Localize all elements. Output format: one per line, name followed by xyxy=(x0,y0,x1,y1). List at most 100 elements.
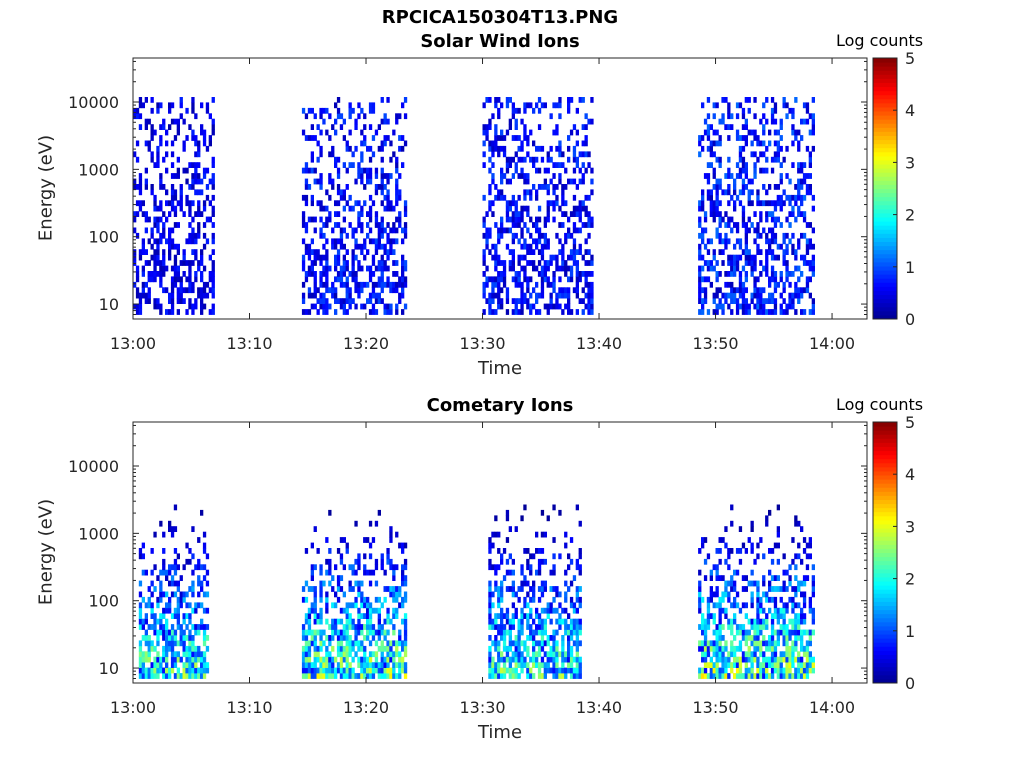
spectrogram-cell xyxy=(727,113,731,120)
spectrogram-cell xyxy=(170,205,175,212)
colorbar-tick-label: 3 xyxy=(905,517,915,536)
spectrogram-cell xyxy=(788,211,792,217)
spectrogram-cell xyxy=(165,591,169,598)
spectrogram-cell xyxy=(575,249,579,255)
spectrogram-cell xyxy=(363,662,367,668)
spectrogram-cell xyxy=(546,184,550,190)
spectrogram-cell xyxy=(170,656,175,663)
spectrogram-cell xyxy=(170,613,175,619)
spectrogram-cell xyxy=(185,178,189,185)
spectrogram-cell xyxy=(770,249,775,255)
spectrogram-cell xyxy=(497,287,501,294)
spectrogram-cell xyxy=(485,129,489,136)
spectrogram-cell xyxy=(569,271,574,277)
spectrogram-cell xyxy=(811,580,815,587)
spectrogram-cell xyxy=(188,184,192,190)
spectrogram-cell xyxy=(741,167,746,174)
spectrogram-cell xyxy=(797,602,801,609)
spectrogram-cell xyxy=(782,102,786,109)
spectrogram-cell xyxy=(488,167,492,174)
spectrogram-cell xyxy=(494,662,498,668)
spectrogram-cell xyxy=(208,276,212,283)
spectrogram-cell xyxy=(782,624,786,630)
spectrogram-cell xyxy=(701,645,705,652)
spectrogram-cell xyxy=(735,238,740,245)
spectrogram-cell xyxy=(770,586,775,592)
spectrogram-cell xyxy=(168,645,172,652)
spectrogram-cell xyxy=(156,602,160,609)
spectrogram-cell xyxy=(540,640,545,647)
spectrogram-cell xyxy=(208,140,212,147)
spectrogram-cell xyxy=(494,265,498,272)
spectrogram-cell xyxy=(540,531,545,538)
spectrogram-cell xyxy=(357,673,361,679)
spectrogram-cell xyxy=(377,509,381,516)
spectrogram-cell xyxy=(540,249,545,255)
colorbar-tick-label: 2 xyxy=(905,206,915,225)
spectrogram-cell xyxy=(153,673,157,679)
spectrogram-cell xyxy=(301,107,306,114)
spectrogram-cell xyxy=(500,102,504,109)
spectrogram-cell xyxy=(779,173,783,179)
colorbar-segment xyxy=(873,282,897,287)
spectrogram-cell xyxy=(133,178,137,185)
spectrogram-cell xyxy=(744,602,748,609)
spectrogram-cell xyxy=(328,113,332,120)
spectrogram-cell xyxy=(715,156,719,163)
spectrogram-cell xyxy=(709,613,713,619)
spectrogram-cell xyxy=(363,184,367,190)
spectrogram-cell xyxy=(194,662,198,668)
spectrogram-cell xyxy=(185,238,189,245)
spectrogram-cell xyxy=(307,629,312,636)
spectrogram-cell xyxy=(392,673,396,679)
spectrogram-cell xyxy=(307,135,312,141)
spectrogram-cell xyxy=(360,129,364,136)
spectrogram-cell xyxy=(514,200,518,207)
colorbar-segment xyxy=(873,658,897,664)
spectrogram-cell xyxy=(578,205,582,212)
spectrogram-cell xyxy=(494,292,498,299)
spectrogram-cell xyxy=(753,580,757,587)
colorbar-segment xyxy=(873,422,897,427)
spectrogram-cell xyxy=(756,194,760,201)
spectrogram-cell xyxy=(360,222,364,228)
spectrogram-cell xyxy=(176,243,180,250)
spectrogram-cell xyxy=(144,184,148,190)
spectrogram-cell xyxy=(360,591,364,598)
spectrogram-cell xyxy=(811,271,815,277)
spectrogram-cell xyxy=(366,618,370,625)
spectrogram-cell xyxy=(703,227,708,234)
spectrogram-cell xyxy=(520,580,524,587)
spectrogram-cell xyxy=(377,124,381,130)
spectrogram-cell xyxy=(197,260,201,266)
spectrogram-cell xyxy=(730,173,734,179)
spectrogram-cell xyxy=(727,548,731,554)
spectrogram-cell xyxy=(319,656,323,663)
spectrogram-cell xyxy=(138,124,143,130)
colorbar-segment xyxy=(873,245,897,251)
spectrogram-cell xyxy=(354,673,358,679)
spectrogram-cell xyxy=(791,271,795,277)
spectrogram-cell xyxy=(808,129,812,136)
spectrogram-cell xyxy=(147,292,151,299)
spectrogram-cell xyxy=(701,265,705,272)
spectrogram-cell xyxy=(753,673,757,679)
spectrogram-cell xyxy=(508,260,512,266)
spectrogram-cell xyxy=(552,607,556,614)
spectrogram-cell xyxy=(398,222,402,228)
spectrogram-cell xyxy=(485,243,489,250)
spectrogram-cell xyxy=(543,260,547,266)
spectrogram-cell xyxy=(310,216,314,223)
spectrogram-cell xyxy=(511,591,515,598)
spectrogram-cell xyxy=(811,564,815,571)
spectrogram-cell xyxy=(511,173,515,179)
spectrogram-cell xyxy=(331,184,335,190)
spectrogram-cell xyxy=(380,673,384,679)
spectrogram-cell xyxy=(165,624,169,630)
spectrogram-cell xyxy=(811,260,815,266)
spectrogram-cell xyxy=(351,673,355,679)
spectrogram-cell xyxy=(782,629,786,636)
spectrogram-cell xyxy=(488,276,492,283)
spectrogram-cell xyxy=(718,178,722,185)
spectrogram-cell xyxy=(558,145,562,152)
